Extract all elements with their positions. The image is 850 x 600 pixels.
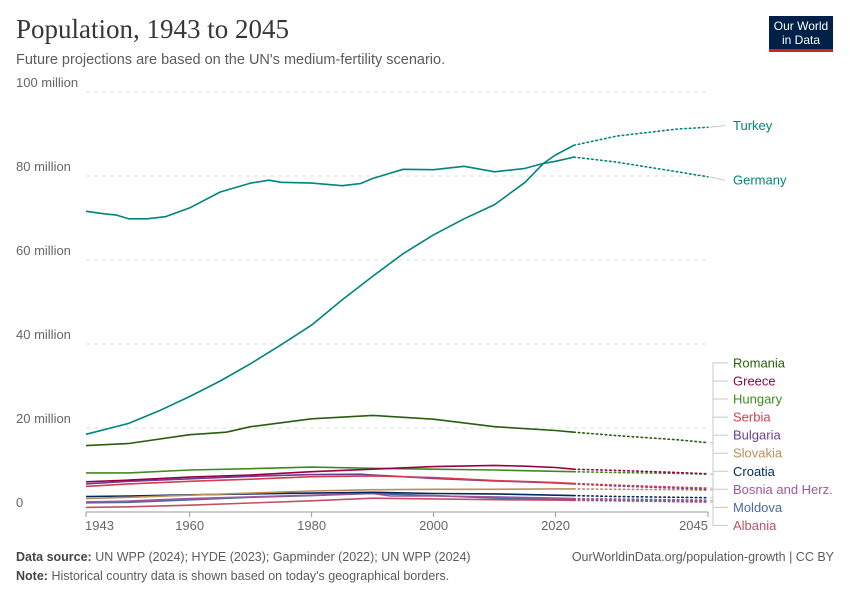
projection-line-serbia[interactable]	[573, 482, 709, 489]
line-chart: 0 20 million 40 million 60 million 80 millio…	[16, 75, 833, 533]
x-tick-label: 1980	[297, 518, 326, 533]
series-label-romania[interactable]: Romania	[733, 355, 786, 370]
y-tick-label: 100 million	[16, 75, 78, 90]
series-label-moldova[interactable]: Moldova	[733, 500, 783, 515]
labels-layer: Turkey Germany Romania Greece Hungary Serbia B…	[709, 118, 833, 533]
source-line: Data source: UN WPP (2024); HYDE (2023);…	[16, 548, 834, 567]
note-line: Note: Historical country data is shown b…	[16, 567, 834, 586]
series-label-greece[interactable]: Greece	[733, 373, 776, 388]
series-line-hungary[interactable]	[86, 466, 574, 474]
series-label-bosnia-and-herz-[interactable]: Bosnia and Herz.	[733, 482, 833, 497]
projection-line-albania[interactable]	[573, 499, 709, 503]
series-label-hungary[interactable]: Hungary	[733, 392, 783, 407]
projection-line-hungary[interactable]	[573, 470, 709, 475]
grid-layer: 0 20 million 40 million 60 million 80 millio…	[16, 75, 709, 533]
projection-line-turkey[interactable]	[573, 126, 709, 147]
lines-layer	[85, 126, 709, 509]
label-connector	[709, 176, 726, 181]
series-line-romania[interactable]	[85, 414, 574, 447]
logo-line-2: in Data	[781, 32, 821, 47]
series-line-slovakia[interactable]	[85, 488, 574, 500]
chart-title: Population, 1943 to 2045	[16, 14, 290, 44]
y-tick-label: 0	[16, 495, 23, 510]
x-tick-label: 2000	[419, 518, 448, 533]
projection-line-greece[interactable]	[573, 468, 709, 475]
series-line-bosnia-and-herz-[interactable]	[85, 492, 574, 503]
series-line-turkey[interactable]	[85, 144, 575, 436]
series-line-albania[interactable]	[85, 497, 574, 509]
footer: Data source: UN WPP (2024); HYDE (2023);…	[16, 548, 834, 586]
series-label-turkey[interactable]: Turkey	[733, 118, 773, 133]
label-connector	[710, 501, 728, 526]
source-url[interactable]: OurWorldinData.org/population-growth | C…	[571, 550, 834, 564]
x-tick-label: 1960	[175, 518, 204, 533]
y-tick-label: 60 million	[16, 243, 71, 258]
series-line-greece[interactable]	[85, 464, 574, 483]
projection-line-croatia[interactable]	[573, 494, 709, 499]
source-label: Data source:	[16, 550, 92, 564]
projection-line-bulgaria[interactable]	[573, 483, 709, 491]
series-label-slovakia[interactable]: Slovakia	[733, 446, 783, 461]
projection-line-moldova[interactable]	[573, 498, 709, 502]
source-text: UN WPP (2024); HYDE (2023); Gapminder (2…	[95, 550, 471, 564]
label-connector	[710, 470, 728, 499]
projection-line-romania[interactable]	[573, 431, 709, 444]
label-connector	[710, 488, 728, 501]
series-line-serbia[interactable]	[85, 475, 574, 488]
note-text: Historical country data is shown based o…	[51, 569, 450, 583]
projection-line-slovakia[interactable]	[573, 488, 709, 491]
y-tick-label: 80 million	[16, 159, 71, 174]
projection-line-bosnia-and-herz-[interactable]	[573, 497, 709, 501]
series-label-albania[interactable]: Albania	[733, 518, 777, 533]
x-tick-label: 2045	[679, 518, 708, 533]
x-tick-label: 1943	[85, 518, 114, 533]
note-label: Note:	[16, 569, 48, 583]
y-tick-label: 20 million	[16, 411, 71, 426]
owid-logo[interactable]: Our World in Data	[769, 16, 833, 52]
series-line-croatia[interactable]	[85, 491, 574, 498]
projection-line-germany[interactable]	[573, 156, 709, 178]
series-label-croatia[interactable]: Croatia	[733, 464, 776, 479]
chart-subtitle: Future projections are based on the UN's…	[16, 52, 446, 68]
series-label-germany[interactable]: Germany	[733, 173, 787, 188]
series-label-serbia[interactable]: Serbia	[733, 410, 771, 425]
y-tick-label: 40 million	[16, 327, 71, 342]
x-tick-label: 2020	[541, 518, 570, 533]
label-connector	[709, 125, 726, 128]
series-label-bulgaria[interactable]: Bulgaria	[733, 428, 781, 443]
logo-line-1: Our World	[773, 19, 829, 33]
series-line-germany[interactable]	[85, 156, 574, 220]
